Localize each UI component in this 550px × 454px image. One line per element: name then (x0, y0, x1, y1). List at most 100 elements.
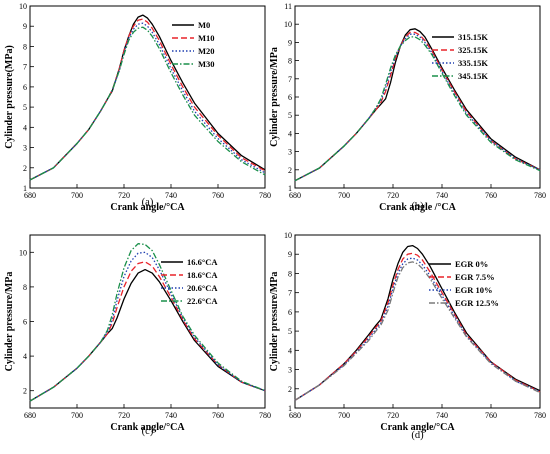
y-tick-label: 8 (23, 42, 27, 51)
legend-entry: 315.15K (458, 32, 488, 42)
chart-panel-4: 680 700 720 740 760 780 1 2 3 4 5 6 7 8 9 10 Crank angle… (269, 231, 546, 441)
series-line-4 (294, 36, 541, 182)
legend-entry: M20 (198, 46, 215, 56)
panel-caption: (d) (411, 430, 424, 441)
y-tick-label: 11 (284, 2, 292, 11)
x-tick-label: 780 (534, 411, 546, 420)
x-tick-label: 740 (165, 411, 177, 420)
chart-panel-2: 680 700 720 740 760 780 1 2 3 4 5 6 7 8 9 10 11 Crank ang… (269, 2, 546, 213)
y-tick-label: 2 (288, 385, 292, 394)
legend-entry: 20.6°CA (187, 283, 218, 293)
x-tick-label: 760 (485, 191, 497, 200)
series-line-2 (294, 252, 541, 401)
y-tick-label: 1 (288, 404, 292, 413)
legend-entry: 335.15K (458, 58, 488, 68)
series-line-3 (29, 251, 266, 402)
y-tick-label: 1 (23, 184, 27, 193)
x-tick-label: 700 (71, 191, 83, 200)
x-axis-label: Crank angle/°CA (110, 202, 185, 213)
y-tick-label: 6 (288, 93, 292, 102)
panel-caption: (b) (411, 201, 424, 212)
x-tick-label: 680 (289, 191, 301, 200)
y-tick-label: 5 (288, 327, 292, 336)
x-tick-label: 720 (387, 191, 399, 200)
legend-entry: 18.6°CA (187, 270, 218, 280)
y-axis-label: Cylinder pressure(MPa) (4, 45, 15, 149)
y-tick-label: 4 (23, 352, 27, 361)
y-tick-label: 6 (23, 318, 27, 327)
y-tick-label: 8 (288, 269, 292, 278)
series-line-2 (29, 261, 266, 402)
plot-frame (294, 234, 541, 409)
legend: 315.15K 325.15K 335.15K 345.15K (432, 32, 488, 81)
y-tick-label: 7 (23, 63, 27, 72)
y-axis-label: Cylinder pressure/MPa (269, 47, 280, 147)
legend-entry: EGR 12.5% (455, 298, 499, 308)
x-axis-label: Crank angle/°CA (110, 422, 185, 433)
x-tick-label: 700 (71, 411, 83, 420)
x-tick-label: 680 (24, 411, 36, 420)
y-tick-label: 9 (23, 22, 27, 31)
x-tick-label: 780 (259, 191, 271, 200)
series-line-4 (294, 261, 541, 401)
legend-entry: 22.6°CA (187, 296, 218, 306)
y-tick-label: 10 (19, 2, 27, 11)
y-tick-label: 10 (19, 248, 27, 257)
x-tick-label: 720 (118, 411, 130, 420)
legend: 16.6°CA 18.6°CA 20.6°CA 22.6°CA (161, 257, 218, 306)
y-tick-label: 9 (288, 250, 292, 259)
y-tick-label: 3 (23, 144, 27, 153)
x-tick-label: 760 (212, 411, 224, 420)
panel-caption: (a) (142, 197, 154, 208)
y-axis-label: Cylinder pressure/MPa (269, 272, 280, 372)
x-tick-label: 740 (436, 191, 448, 200)
y-tick-label: 9 (288, 38, 292, 47)
x-tick-label: 760 (485, 411, 497, 420)
series-line-2 (294, 31, 541, 182)
legend-entry: 325.15K (458, 45, 488, 55)
x-tick-label: 700 (338, 191, 350, 200)
y-tick-label: 4 (23, 123, 27, 132)
x-axis-label: Crank angle/°CA (380, 422, 455, 433)
x-tick-label: 720 (387, 411, 399, 420)
legend: M0 M10 M20 M30 (172, 20, 215, 69)
chart-panel-3: 680 700 720 740 760 780 2 4 6 8 10 Crank angle/°CA C… (4, 234, 271, 437)
y-tick-label: 7 (288, 289, 292, 298)
legend-entry: 345.15K (458, 71, 488, 81)
x-tick-label: 700 (338, 411, 350, 420)
series-line-4 (29, 243, 266, 402)
y-tick-label: 8 (23, 283, 27, 292)
y-tick-label: 1 (288, 184, 292, 193)
series-line-3 (294, 257, 541, 401)
legend-entry: EGR 10% (455, 285, 493, 295)
legend: EGR 0% EGR 7.5% EGR 10% EGR 12.5% (429, 259, 499, 308)
y-tick-label: 6 (288, 308, 292, 317)
y-tick-label: 7 (288, 75, 292, 84)
series-line-3 (294, 33, 541, 182)
y-tick-label: 10 (284, 231, 292, 240)
x-tick-label: 720 (118, 191, 130, 200)
plot-frame (29, 5, 266, 189)
series-line-4 (29, 26, 266, 181)
x-tick-label: 780 (534, 191, 546, 200)
y-tick-label: 5 (288, 111, 292, 120)
legend-entry: EGR 0% (455, 259, 488, 269)
legend-entry: M30 (198, 59, 215, 69)
y-tick-label: 3 (288, 148, 292, 157)
x-tick-label: 680 (24, 191, 36, 200)
x-tick-label: 680 (289, 411, 301, 420)
legend-entry: M10 (198, 33, 215, 43)
x-axis-label: Crank angle /°CA (379, 202, 457, 213)
y-tick-label: 3 (288, 366, 292, 375)
y-tick-label: 6 (23, 83, 27, 92)
series-line-1 (294, 244, 541, 401)
series-line-3 (29, 22, 266, 181)
y-tick-label: 4 (288, 346, 292, 355)
y-tick-label: 2 (23, 164, 27, 173)
plot-frame (29, 234, 266, 409)
y-tick-label: 2 (23, 387, 27, 396)
legend-entry: EGR 7.5% (455, 272, 495, 282)
x-tick-label: 740 (436, 411, 448, 420)
x-tick-label: 740 (165, 191, 177, 200)
